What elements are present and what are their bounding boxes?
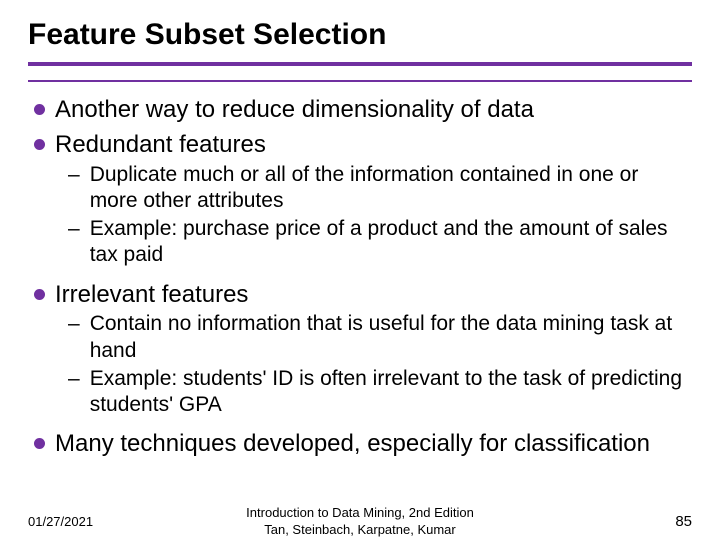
bullet-text: Irrelevant features	[55, 281, 248, 310]
dash-icon: –	[68, 366, 80, 392]
footer-line2: Tan, Steinbach, Karpatne, Kumar	[246, 522, 474, 539]
sub-bullet-item: – Example: purchase price of a product a…	[68, 216, 688, 269]
slide-title: Feature Subset Selection	[28, 18, 692, 52]
sub-bullet-text: Example: students' ID is often irrelevan…	[90, 366, 688, 419]
dash-icon: –	[68, 162, 80, 188]
bullet-dot-icon	[34, 139, 45, 150]
footer-attribution: Introduction to Data Mining, 2nd Edition…	[246, 505, 474, 539]
bullet-item: Another way to reduce dimensionality of …	[34, 96, 688, 125]
sub-bullet-text: Duplicate much or all of the information…	[90, 162, 688, 215]
footer-line1: Introduction to Data Mining, 2nd Edition	[246, 505, 474, 522]
rule-thin	[28, 80, 692, 82]
footer-date: 01/27/2021	[28, 514, 93, 529]
bullet-item: Irrelevant features	[34, 281, 688, 310]
bullet-text: Many techniques developed, especially fo…	[55, 430, 650, 459]
dash-icon: –	[68, 216, 80, 242]
sub-bullet-text: Example: purchase price of a product and…	[90, 216, 688, 269]
bullet-item: Many techniques developed, especially fo…	[34, 430, 688, 459]
rule-thick	[28, 62, 692, 66]
bullet-dot-icon	[34, 438, 45, 449]
title-rule	[28, 62, 692, 82]
content-area: Another way to reduce dimensionality of …	[28, 96, 692, 459]
bullet-item: Redundant features	[34, 131, 688, 160]
slide-container: Feature Subset Selection Another way to …	[0, 0, 720, 540]
footer-page-number: 85	[675, 513, 692, 530]
sub-bullet-item: – Contain no information that is useful …	[68, 311, 688, 364]
dash-icon: –	[68, 311, 80, 337]
sub-bullet-item: – Example: students' ID is often irrelev…	[68, 366, 688, 419]
bullet-text: Redundant features	[55, 131, 266, 160]
bullet-dot-icon	[34, 104, 45, 115]
bullet-dot-icon	[34, 289, 45, 300]
bullet-text: Another way to reduce dimensionality of …	[55, 96, 534, 125]
slide-footer: 01/27/2021 Introduction to Data Mining, …	[0, 513, 720, 530]
sub-bullet-item: – Duplicate much or all of the informati…	[68, 162, 688, 215]
sub-bullet-text: Contain no information that is useful fo…	[90, 311, 688, 364]
